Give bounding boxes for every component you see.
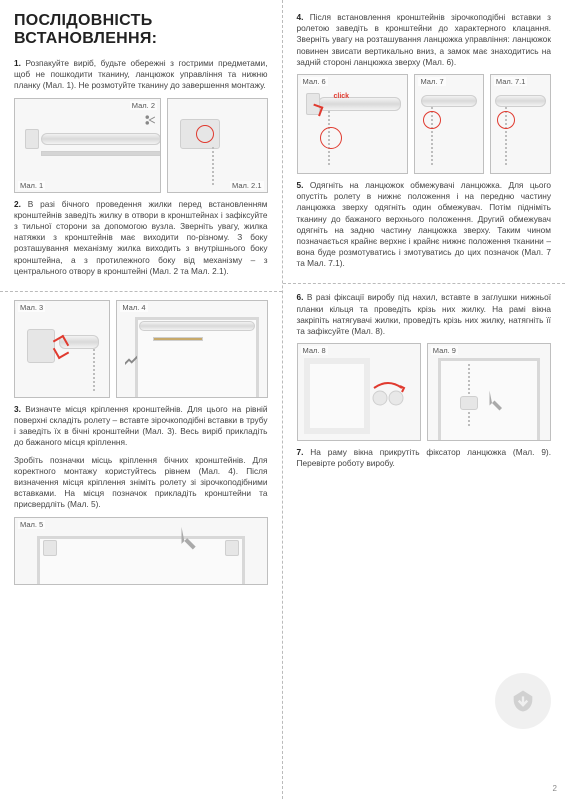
horizontal-separator	[283, 283, 565, 284]
figure-label: Мал. 8	[301, 346, 328, 355]
left-column: ПОСЛІДОВНІСТЬ ВСТАНОВЛЕННЯ: 1. Розпакуйт…	[0, 0, 283, 799]
figure-4: Мал. 4	[116, 300, 267, 398]
step-3a-text: 3. Визначте місця кріплення кронштейнів.…	[14, 404, 268, 449]
step-3b-text: Зробіть позначки місць кріплення бічних …	[14, 455, 268, 511]
figure-8: Мал. 8	[297, 343, 421, 441]
fig-row-1: Мал. 2 Мал. 1 Мал. 2.1	[14, 98, 268, 193]
step-7-text: 7. На раму вікна прикрутіть фіксатор лан…	[297, 447, 552, 469]
figure-label: Мал. 4	[120, 303, 147, 312]
figure-label: Мал. 6	[301, 77, 328, 86]
figure-6: Мал. 6 click	[297, 74, 409, 174]
page-title: ПОСЛІДОВНІСТЬ ВСТАНОВЛЕННЯ:	[14, 12, 268, 48]
figure-label: Мал. 5	[18, 520, 45, 529]
horizontal-separator	[0, 291, 282, 292]
step-4-text: 4. Після встановлення кронштейнів зірочк…	[297, 12, 552, 68]
figure-9: Мал. 9	[427, 343, 551, 441]
click-label: click	[334, 93, 350, 100]
figure-label: Мал. 1	[18, 181, 45, 190]
fig-row-5: Мал. 8 Мал. 9	[297, 343, 552, 441]
figure-label: Мал. 7	[418, 77, 445, 86]
figure-label: Мал. 3	[18, 303, 45, 312]
figure-label: Мал. 2.1	[230, 181, 263, 190]
fig-row-2: Мал. 3 Мал. 4	[14, 300, 268, 398]
figure-1-2: Мал. 2 Мал. 1	[14, 98, 161, 193]
step-1-text: 1. Розпакуйте виріб, будьте обережні з г…	[14, 58, 268, 92]
step-5-text: 5. Одягніть на ланцюжок обмежувачі ланцю…	[297, 180, 552, 270]
figure-label: Мал. 2	[130, 101, 157, 110]
step-6-text: 6. В разі фіксації виробу під нахил, вст…	[297, 292, 552, 337]
figure-2-1: Мал. 2.1	[167, 98, 267, 193]
figure-label: Мал. 7.1	[494, 77, 527, 86]
step-2-text: 2. В разі бічного проведення жилки перед…	[14, 199, 268, 277]
figure-5: Мал. 5	[14, 517, 268, 585]
figure-7: Мал. 7	[414, 74, 483, 174]
page-root: ПОСЛІДОВНІСТЬ ВСТАНОВЛЕННЯ: 1. Розпакуйт…	[0, 0, 565, 799]
figure-7-1: Мал. 7.1	[490, 74, 551, 174]
page-number: 2	[553, 784, 557, 793]
fig-row-4: Мал. 6 click Мал. 7 Мал. 7.1	[297, 74, 552, 174]
figure-label: Мал. 9	[431, 346, 458, 355]
right-column: 4. Після встановлення кронштейнів зірочк…	[283, 0, 565, 799]
figure-3: Мал. 3	[14, 300, 110, 398]
fig-row-3: Мал. 5	[14, 517, 268, 585]
